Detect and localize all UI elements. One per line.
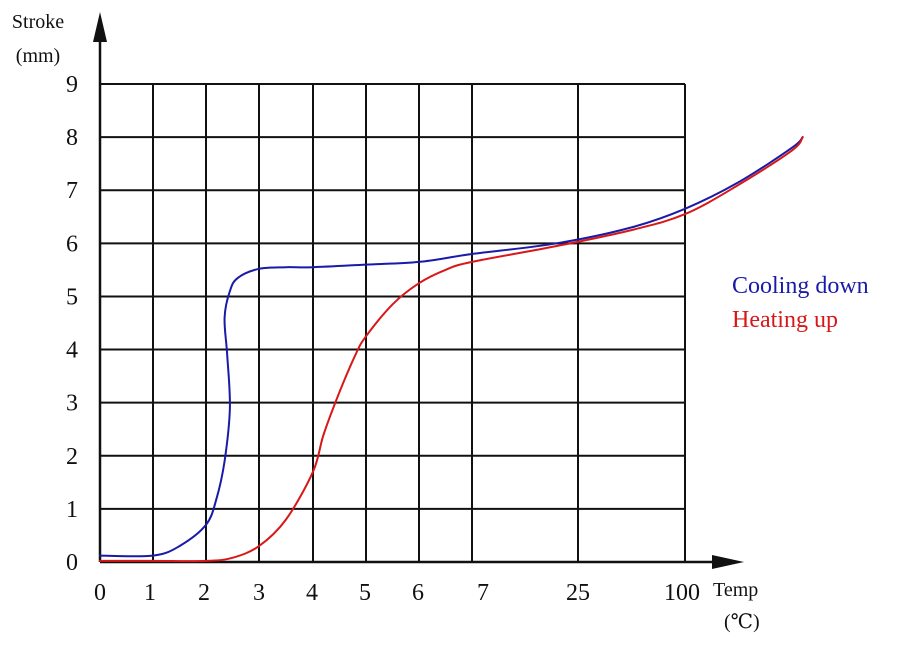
x-tick-label: 4 bbox=[306, 580, 318, 606]
x-tick-label: 25 bbox=[566, 580, 590, 606]
legend-cooling-down: Cooling down bbox=[732, 273, 869, 299]
tick-labels: 0 1 2 3 4 5 6 7 8 9 0 1 2 3 4 5 6 7 25 100 bbox=[66, 72, 700, 606]
y-tick-label: 9 bbox=[66, 72, 78, 98]
grid bbox=[100, 83, 686, 562]
x-tick-label: 100 bbox=[664, 580, 700, 606]
x-tick-label: 5 bbox=[359, 580, 371, 606]
y-tick-label: 4 bbox=[66, 338, 78, 364]
y-axis-title: Stroke bbox=[12, 11, 64, 33]
x-tick-label: 6 bbox=[412, 580, 424, 606]
x-tick-label: 0 bbox=[94, 580, 106, 606]
x-tick-label: 3 bbox=[253, 580, 265, 606]
y-tick-label: 5 bbox=[66, 284, 78, 310]
y-tick-label: 0 bbox=[66, 550, 78, 576]
y-tick-label: 7 bbox=[66, 178, 78, 204]
series-line-heating-up bbox=[99, 136, 804, 563]
x-axis-arrow bbox=[712, 555, 744, 569]
y-axis-unit: (mm) bbox=[16, 45, 60, 67]
y-tick-label: 1 bbox=[66, 497, 78, 523]
x-tick-label: 1 bbox=[144, 580, 156, 606]
x-axis-title: Temp bbox=[713, 579, 758, 601]
x-axis-unit: (℃) bbox=[724, 611, 760, 633]
series-line-cooling-down bbox=[99, 136, 804, 558]
y-axis-arrow bbox=[93, 12, 107, 42]
y-tick-label: 8 bbox=[66, 125, 78, 151]
x-tick-label: 7 bbox=[477, 580, 489, 606]
series bbox=[99, 136, 804, 563]
legend-heating-up: Heating up bbox=[732, 307, 838, 333]
x-tick-label: 2 bbox=[198, 580, 210, 606]
y-tick-label: 2 bbox=[66, 444, 78, 470]
y-tick-label: 3 bbox=[66, 391, 78, 417]
y-tick-label: 6 bbox=[66, 231, 78, 257]
